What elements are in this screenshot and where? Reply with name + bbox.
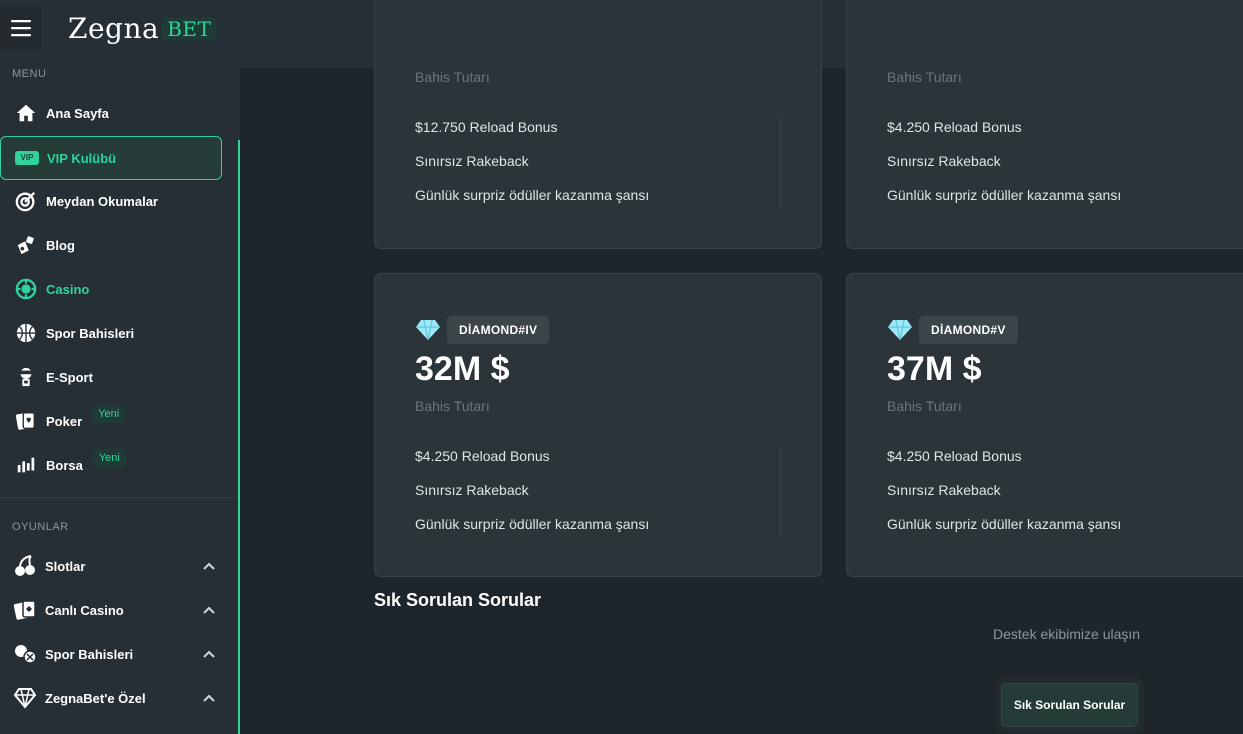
chevron-up-icon[interactable]: [202, 559, 216, 573]
sidebar-item-exchange[interactable]: Borsa Yeni: [0, 443, 222, 487]
brand-logo[interactable]: Zegna BET: [68, 12, 217, 45]
tier-row: DİAMOND#IV: [415, 316, 550, 344]
card-divider-line: [780, 117, 781, 209]
tier-amount: 37M $: [887, 350, 982, 388]
perk-daily-rewards: Günlük surpriz ödüller kazanma şansı: [415, 187, 650, 203]
sidebar-item-vip[interactable]: VIP VIP Kulübü: [0, 136, 222, 180]
tier-row: DİAMOND#V: [887, 316, 1018, 344]
logo-text: Zegna: [68, 12, 160, 45]
sidebar-item-blog[interactable]: Blog: [0, 223, 222, 267]
perk-reload-bonus: $4.250 Reload Bonus: [887, 119, 1022, 135]
diamond-gem-icon: [888, 319, 912, 341]
bet-amount-label: Bahis Tutarı: [887, 398, 962, 414]
chevron-up-icon[interactable]: [202, 647, 216, 661]
sidebar-game-slots[interactable]: Slotlar: [0, 544, 228, 588]
sidebar-game-sports[interactable]: Spor Bahisleri: [0, 632, 228, 676]
games-section-title: OYUNLAR: [12, 521, 69, 533]
bet-amount-label: Bahis Tutarı: [415, 69, 490, 85]
logo-accent-text: BET: [162, 16, 217, 41]
sidebar-divider: [0, 497, 238, 498]
new-badge: Yeni: [92, 405, 126, 423]
bet-amount-label: Bahis Tutarı: [887, 69, 962, 85]
tier-amount: 32M $: [415, 350, 510, 388]
chevron-up-icon[interactable]: [202, 603, 216, 617]
basketball-icon: [14, 321, 38, 345]
sidebar-game-live-casino[interactable]: Canlı Casino: [0, 588, 228, 632]
vip-tier-card: Bahis Tutarı $4.250 Reload Bonus Sınırsı…: [846, 0, 1243, 249]
faq-button[interactable]: Sık Sorulan Sorular: [1001, 683, 1138, 727]
sidebar-item-poker[interactable]: Poker Yeni: [0, 399, 222, 443]
sidebar-scroll-accent: [238, 140, 240, 734]
perk-reload-bonus: $12.750 Reload Bonus: [415, 119, 558, 135]
tier-badge: DİAMOND#IV: [447, 316, 550, 344]
blog-icon: [14, 233, 38, 257]
bet-amount-label: Bahis Tutarı: [415, 398, 490, 414]
perk-reload-bonus: $4.250 Reload Bonus: [887, 448, 1022, 464]
sidebar-item-sports[interactable]: Spor Bahisleri: [0, 311, 222, 355]
sidebar-item-label: Blog: [46, 237, 75, 253]
perk-rakeback: Sınırsız Rakeback: [887, 153, 1001, 169]
sidebar-item-label: Ana Sayfa: [46, 105, 109, 121]
sidebar-item-label: Spor Bahisleri: [46, 325, 135, 341]
hamburger-menu-button[interactable]: [0, 6, 42, 50]
sidebar-game-label: ZegnaBet'e Özel: [45, 690, 146, 706]
sidebar-item-label: Casino: [46, 281, 90, 297]
sidebar-game-label: Spor Bahisleri: [45, 646, 134, 662]
sidebar-item-esport[interactable]: E-Sport: [0, 355, 222, 399]
sports-icon: [12, 641, 38, 667]
vip-tier-card: Bahis Tutarı $12.750 Reload Bonus Sınırs…: [374, 0, 822, 249]
perk-reload-bonus: $4.250 Reload Bonus: [415, 448, 550, 464]
hamburger-icon: [11, 20, 31, 37]
perk-rakeback: Sınırsız Rakeback: [415, 153, 529, 169]
diamond-gem-icon: [416, 319, 440, 341]
chevron-up-icon[interactable]: [202, 691, 216, 705]
sidebar-item-challenges[interactable]: Meydan Okumalar: [0, 179, 222, 223]
sidebar-game-exclusive[interactable]: ZegnaBet'e Özel: [0, 676, 228, 720]
perk-rakeback: Sınırsız Rakeback: [415, 482, 529, 498]
sidebar-item-label: Meydan Okumalar: [46, 193, 158, 209]
perk-daily-rewards: Günlük surpriz ödüller kazanma şansı: [887, 187, 1122, 203]
menu-section-title: MENU: [12, 68, 47, 80]
card-divider-line: [780, 446, 781, 538]
playing-cards-icon: [12, 597, 38, 623]
contact-support-link[interactable]: Destek ekibimize ulaşın: [993, 626, 1141, 642]
sidebar-item-label: E-Sport: [46, 369, 93, 385]
cards-icon: [14, 409, 38, 433]
gamer-icon: [14, 365, 38, 389]
sidebar-item-label: VIP Kulübü: [47, 150, 117, 166]
vip-icon: VIP: [15, 146, 39, 170]
perk-daily-rewards: Günlük surpriz ödüller kazanma şansı: [887, 516, 1122, 532]
perk-daily-rewards: Günlük surpriz ödüller kazanma şansı: [415, 516, 650, 532]
faq-section-title: Sık Sorulan Sorular: [374, 590, 542, 610]
vip-tier-card-diamond-iv: DİAMOND#IV 32M $ Bahis Tutarı $4.250 Rel…: [374, 273, 822, 577]
vip-tier-card-diamond-v: DİAMOND#V 37M $ Bahis Tutarı $4.250 Relo…: [846, 273, 1243, 577]
tier-badge: DİAMOND#V: [919, 316, 1018, 344]
target-icon: [14, 189, 38, 213]
sidebar: MENU Ana Sayfa VIP VIP Kulübü Meydan Oku…: [0, 55, 240, 734]
casino-chip-icon: [14, 277, 38, 301]
chart-icon: [14, 453, 38, 477]
sidebar-item-label: Poker: [46, 413, 83, 429]
home-icon: [14, 101, 38, 125]
diamond-icon: [12, 685, 38, 711]
sidebar-game-label: Canlı Casino: [45, 602, 124, 618]
sidebar-item-label: Borsa: [46, 457, 83, 473]
new-badge: Yeni: [92, 449, 126, 467]
sidebar-item-home[interactable]: Ana Sayfa: [0, 91, 222, 135]
sidebar-item-casino[interactable]: Casino: [0, 267, 222, 311]
cherry-icon: [12, 553, 38, 579]
sidebar-game-label: Slotlar: [45, 558, 86, 574]
perk-rakeback: Sınırsız Rakeback: [887, 482, 1001, 498]
